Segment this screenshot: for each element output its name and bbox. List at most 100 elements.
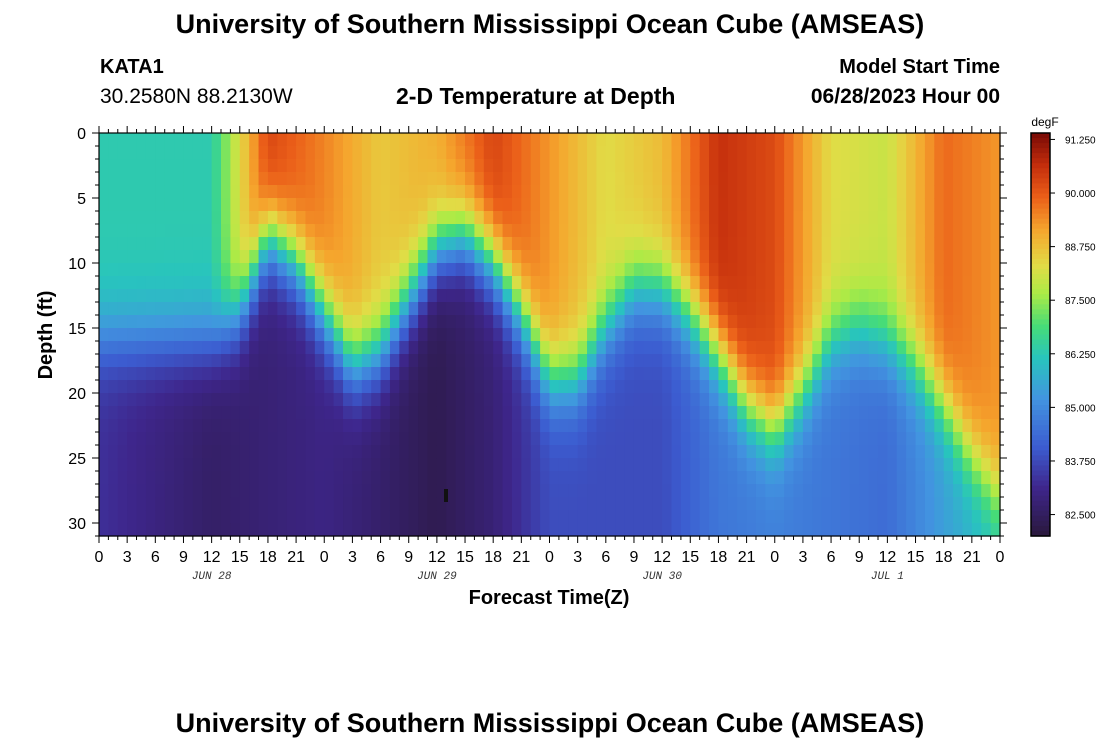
heatmap-cell bbox=[202, 484, 213, 498]
heatmap-cell bbox=[418, 224, 429, 238]
heatmap-cell bbox=[624, 237, 635, 251]
heatmap-cell bbox=[380, 484, 391, 498]
heatmap-cell bbox=[127, 393, 138, 407]
heatmap-cell bbox=[361, 523, 372, 537]
heatmap-cell bbox=[446, 224, 457, 238]
heatmap-cell bbox=[793, 354, 804, 368]
heatmap-cell bbox=[727, 328, 738, 342]
heatmap-cell bbox=[99, 185, 109, 199]
heatmap-cell bbox=[343, 393, 354, 407]
heatmap-cell bbox=[943, 341, 954, 355]
heatmap-cell bbox=[924, 172, 935, 186]
heatmap-cell bbox=[934, 471, 945, 485]
heatmap-cell bbox=[671, 406, 682, 420]
heatmap-cell bbox=[258, 393, 269, 407]
heatmap-cell bbox=[145, 458, 156, 472]
heatmap-cell bbox=[380, 146, 391, 160]
x-tick-label: 12 bbox=[878, 549, 896, 566]
colorbar-cell bbox=[1031, 213, 1050, 220]
colorbar-cell bbox=[1031, 233, 1050, 240]
heatmap-cell bbox=[962, 458, 973, 472]
heatmap-cell bbox=[361, 393, 372, 407]
heatmap-cell bbox=[915, 159, 926, 173]
heatmap-cell bbox=[596, 172, 607, 186]
heatmap-cell bbox=[624, 510, 635, 524]
heatmap-cell bbox=[755, 406, 766, 420]
heatmap-cell bbox=[145, 276, 156, 290]
heatmap-cell bbox=[906, 354, 917, 368]
heatmap-cell bbox=[286, 393, 297, 407]
heatmap-cell bbox=[127, 172, 138, 186]
heatmap-cell bbox=[643, 276, 654, 290]
heatmap-cell bbox=[324, 367, 335, 381]
heatmap-cell bbox=[117, 276, 128, 290]
heatmap-cell bbox=[521, 367, 532, 381]
heatmap-cell bbox=[652, 237, 663, 251]
heatmap-cell bbox=[361, 510, 372, 524]
heatmap-cell bbox=[577, 133, 588, 147]
heatmap-cell bbox=[511, 458, 522, 472]
heatmap-cell bbox=[99, 523, 109, 537]
heatmap-cell bbox=[784, 198, 795, 212]
heatmap-cell bbox=[127, 484, 138, 498]
heatmap-cell bbox=[314, 367, 325, 381]
heatmap-cell bbox=[446, 497, 457, 511]
date-label: JUN 28 bbox=[192, 571, 232, 583]
heatmap-cell bbox=[333, 133, 344, 147]
heatmap-cell bbox=[286, 523, 297, 537]
heatmap-cell bbox=[990, 302, 1001, 316]
heatmap-cell bbox=[483, 146, 494, 160]
heatmap-cell bbox=[117, 185, 128, 199]
colorbar-cell bbox=[1031, 394, 1050, 401]
heatmap-cell bbox=[587, 380, 598, 394]
heatmap-cell bbox=[849, 302, 860, 316]
heatmap-cell bbox=[877, 237, 888, 251]
heatmap-cell bbox=[802, 250, 813, 264]
heatmap-cell bbox=[174, 419, 185, 433]
heatmap-cell bbox=[174, 250, 185, 264]
heatmap-cell bbox=[718, 146, 729, 160]
heatmap-cell bbox=[127, 380, 138, 394]
heatmap-cell bbox=[953, 406, 964, 420]
heatmap-cell bbox=[849, 289, 860, 303]
heatmap-cell bbox=[399, 393, 410, 407]
heatmap-cell bbox=[324, 510, 335, 524]
heatmap-cell bbox=[483, 406, 494, 420]
heatmap-cell bbox=[511, 432, 522, 446]
heatmap-cell bbox=[662, 354, 673, 368]
heatmap-cell bbox=[493, 133, 504, 147]
heatmap-cell bbox=[258, 185, 269, 199]
heatmap-cell bbox=[709, 510, 720, 524]
heatmap-cell bbox=[615, 471, 626, 485]
heatmap-cell bbox=[699, 185, 710, 199]
heatmap-cell bbox=[793, 367, 804, 381]
heatmap-cell bbox=[465, 523, 476, 537]
heatmap-cell bbox=[155, 146, 166, 160]
heatmap-cell bbox=[202, 315, 213, 329]
heatmap-cell bbox=[652, 250, 663, 264]
heatmap-cell bbox=[690, 380, 701, 394]
heatmap-cell bbox=[117, 432, 128, 446]
x-tick-label: 0 bbox=[95, 549, 104, 566]
heatmap-cell bbox=[211, 510, 222, 524]
heatmap-cell bbox=[249, 445, 260, 459]
heatmap-cell bbox=[324, 445, 335, 459]
heatmap-cell bbox=[389, 263, 400, 277]
heatmap-cell bbox=[446, 354, 457, 368]
heatmap-cell bbox=[530, 172, 541, 186]
colorbar-cell bbox=[1031, 415, 1050, 421]
heatmap-cell bbox=[924, 432, 935, 446]
heatmap-cell bbox=[249, 523, 260, 537]
heatmap-cell bbox=[643, 263, 654, 277]
heatmap-cell bbox=[549, 458, 560, 472]
heatmap-cell bbox=[924, 523, 935, 537]
x-tick-label: 6 bbox=[601, 549, 610, 566]
heatmap-cell bbox=[868, 445, 879, 459]
heatmap-cell bbox=[906, 484, 917, 498]
heatmap-cell bbox=[718, 276, 729, 290]
heatmap-cell bbox=[286, 263, 297, 277]
heatmap-cell bbox=[296, 380, 307, 394]
heatmap-cell bbox=[371, 250, 382, 264]
heatmap-cell bbox=[474, 198, 485, 212]
heatmap-cell bbox=[877, 172, 888, 186]
